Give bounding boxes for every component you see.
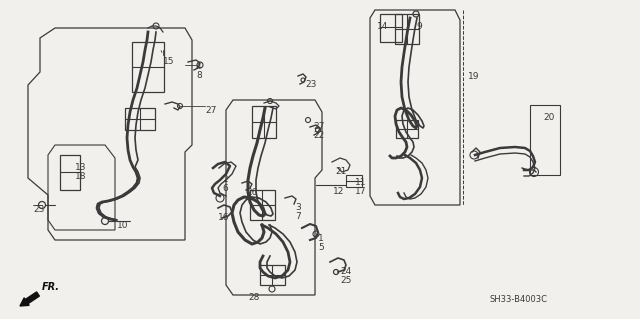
- Bar: [132, 42, 164, 92]
- Text: 23: 23: [305, 80, 316, 89]
- Bar: [250, 190, 275, 220]
- Bar: [125, 108, 155, 130]
- Bar: [396, 120, 418, 138]
- Text: 1: 1: [318, 234, 324, 243]
- Bar: [380, 14, 402, 42]
- Bar: [395, 14, 419, 44]
- Text: 24: 24: [340, 267, 351, 276]
- Bar: [260, 265, 285, 285]
- Text: 27: 27: [313, 122, 324, 131]
- Text: 26: 26: [246, 188, 257, 197]
- Bar: [530, 105, 560, 175]
- Text: 23: 23: [33, 205, 44, 214]
- Text: FR.: FR.: [42, 282, 60, 292]
- Text: 7: 7: [295, 212, 301, 221]
- Text: 10: 10: [117, 221, 129, 230]
- Text: 9: 9: [416, 22, 422, 31]
- Text: 11: 11: [355, 178, 367, 187]
- Bar: [252, 106, 276, 138]
- Text: 3: 3: [295, 203, 301, 212]
- Text: 5: 5: [318, 243, 324, 252]
- Text: 19: 19: [468, 72, 479, 81]
- Text: 21: 21: [335, 167, 346, 176]
- Text: 14: 14: [377, 22, 388, 31]
- Text: 16: 16: [218, 213, 230, 222]
- Text: 27: 27: [205, 106, 216, 115]
- Text: 6: 6: [222, 184, 228, 193]
- FancyArrow shape: [20, 292, 40, 306]
- Text: 8: 8: [196, 71, 202, 80]
- Text: 22: 22: [313, 131, 324, 140]
- Text: 2: 2: [222, 175, 228, 184]
- Text: 25: 25: [340, 276, 351, 285]
- Bar: [346, 175, 362, 187]
- Text: 28: 28: [248, 293, 259, 302]
- Bar: [60, 155, 80, 190]
- Text: 17: 17: [355, 187, 367, 196]
- Text: 12: 12: [333, 187, 344, 196]
- Text: 13: 13: [75, 163, 86, 172]
- Text: SH33-B4003C: SH33-B4003C: [490, 295, 548, 305]
- Text: 20: 20: [543, 113, 554, 122]
- Text: 18: 18: [75, 172, 86, 181]
- Text: 4: 4: [196, 62, 202, 71]
- Text: 15: 15: [163, 57, 175, 66]
